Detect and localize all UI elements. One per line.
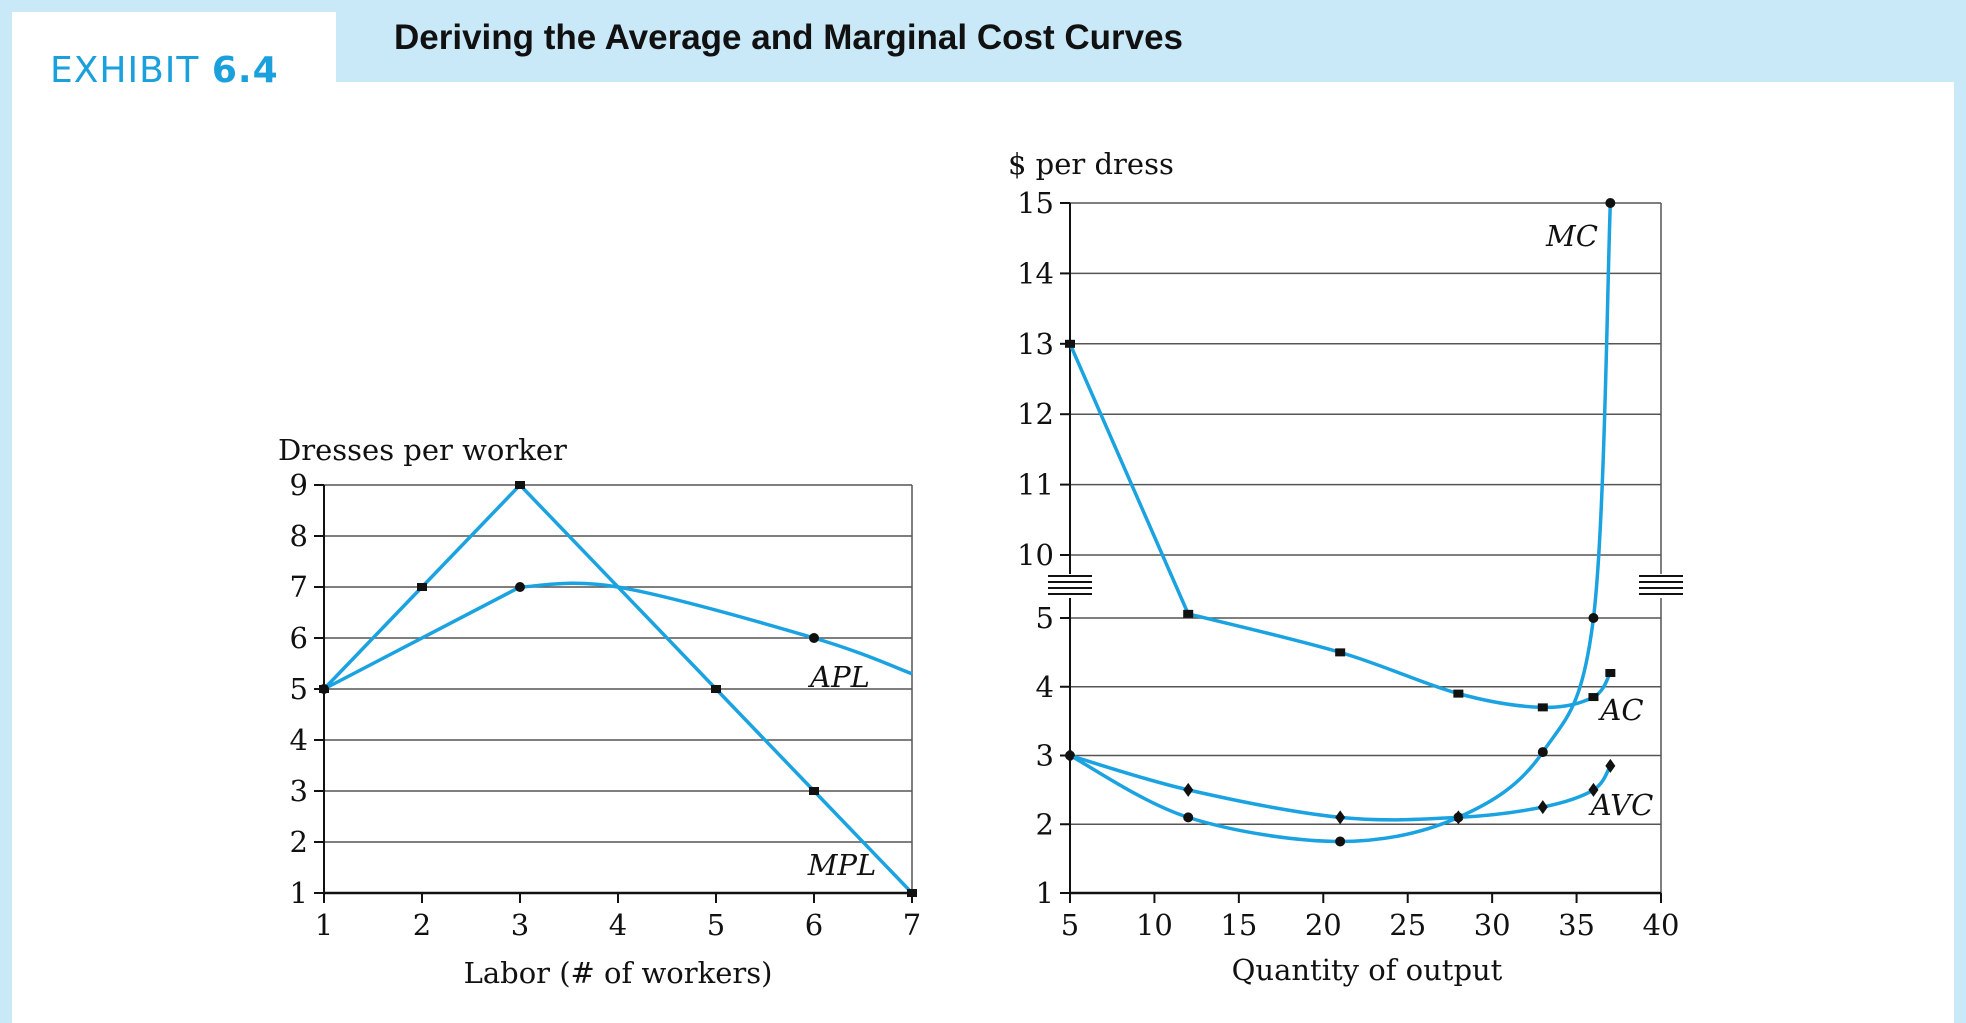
y-tick-label: 2 (1036, 807, 1054, 841)
y-tick-label: 9 (290, 468, 308, 502)
y-tick-label: 14 (1017, 256, 1054, 290)
y-tick-label: 13 (1017, 327, 1054, 361)
y-tick-label: 8 (290, 519, 308, 553)
ac-point (1605, 669, 1616, 677)
avc-point (1065, 748, 1075, 763)
x-tick-label: 40 (1643, 908, 1680, 942)
x-tick-label: 10 (1136, 908, 1173, 942)
x-tick-label: 2 (413, 908, 431, 942)
mc-point (1537, 747, 1548, 758)
ac-point (1588, 693, 1599, 702)
ac-point (1537, 703, 1548, 712)
y-axis-label: $ per dress (1008, 147, 1174, 181)
x-tick-label: 6 (805, 908, 823, 942)
avc-point (1453, 810, 1464, 825)
apl-point (515, 582, 525, 592)
mpl-point (515, 481, 525, 489)
exhibit-label: EXHIBIT 6.4 (50, 50, 279, 91)
mc-point (1605, 198, 1616, 208)
figure-title: Deriving the Average and Marginal Cost C… (394, 18, 1184, 57)
x-tick-label: 7 (903, 908, 921, 942)
mpl-label: MPL (807, 848, 876, 882)
y-tick-label: 3 (1036, 739, 1054, 773)
mpl-point (809, 787, 819, 795)
mc-label: MC (1545, 219, 1598, 253)
y-tick-label: 5 (1036, 601, 1054, 635)
x-tick-label: 25 (1389, 908, 1426, 942)
y-tick-label: 7 (290, 570, 308, 604)
y-tick-label: 11 (1017, 468, 1054, 502)
x-axis-label: Quantity of output (1232, 953, 1503, 987)
x-tick-label: 35 (1558, 908, 1595, 942)
y-tick-label: 2 (290, 825, 308, 859)
avc-label: AVC (1588, 788, 1654, 822)
y-tick-label: 4 (290, 723, 308, 757)
mpl-point (711, 685, 721, 693)
x-tick-label: 5 (1061, 908, 1079, 942)
y-tick-label: 12 (1017, 397, 1054, 431)
mc-curve (1069, 202, 1613, 844)
x-tick-label: 30 (1474, 908, 1511, 942)
y-tick-label: 1 (1036, 876, 1054, 910)
ac-label: AC (1597, 693, 1643, 727)
ac-point (1183, 609, 1194, 618)
apl-point (809, 633, 819, 643)
mpl-point (907, 889, 917, 897)
exhibit-word: EXHIBIT (50, 50, 200, 91)
chart-panel (12, 82, 1954, 1023)
mpl-point (417, 583, 427, 591)
mc-point (1335, 836, 1346, 847)
ac-point (1065, 339, 1075, 348)
y-tick-label: 6 (290, 621, 308, 655)
y-tick-label: 15 (1017, 186, 1054, 220)
x-tick-label: 5 (707, 908, 725, 942)
avc-point (1605, 758, 1616, 773)
avc-point (1537, 800, 1548, 815)
y-tick-label: 5 (290, 672, 308, 706)
y-tick-label: 3 (290, 774, 308, 808)
exhibit-box: EXHIBIT 6.4 (12, 12, 336, 120)
mc-point (1588, 613, 1599, 623)
apl-point (319, 684, 329, 694)
y-axis-label: Dresses per worker (278, 433, 567, 467)
ac-point (1335, 648, 1346, 657)
apl-curve (323, 581, 913, 691)
x-tick-label: 20 (1305, 908, 1342, 942)
y-tick-label: 4 (1036, 670, 1054, 704)
x-tick-label: 3 (511, 908, 529, 942)
ac-point (1453, 689, 1464, 698)
avc-point (1588, 782, 1599, 797)
y-tick-label: 1 (290, 876, 308, 910)
x-tick-label: 1 (315, 908, 333, 942)
avc-point (1183, 782, 1194, 797)
x-axis-label: Labor (# of workers) (464, 956, 773, 990)
x-tick-label: 15 (1220, 908, 1257, 942)
avc-curve (1069, 753, 1612, 822)
exhibit-number: 6.4 (211, 50, 279, 91)
avc-point (1335, 810, 1346, 825)
apl-label: APL (807, 660, 870, 694)
x-tick-label: 4 (609, 908, 627, 942)
y-tick-label: 10 (1017, 538, 1054, 572)
mc-point (1183, 812, 1194, 823)
